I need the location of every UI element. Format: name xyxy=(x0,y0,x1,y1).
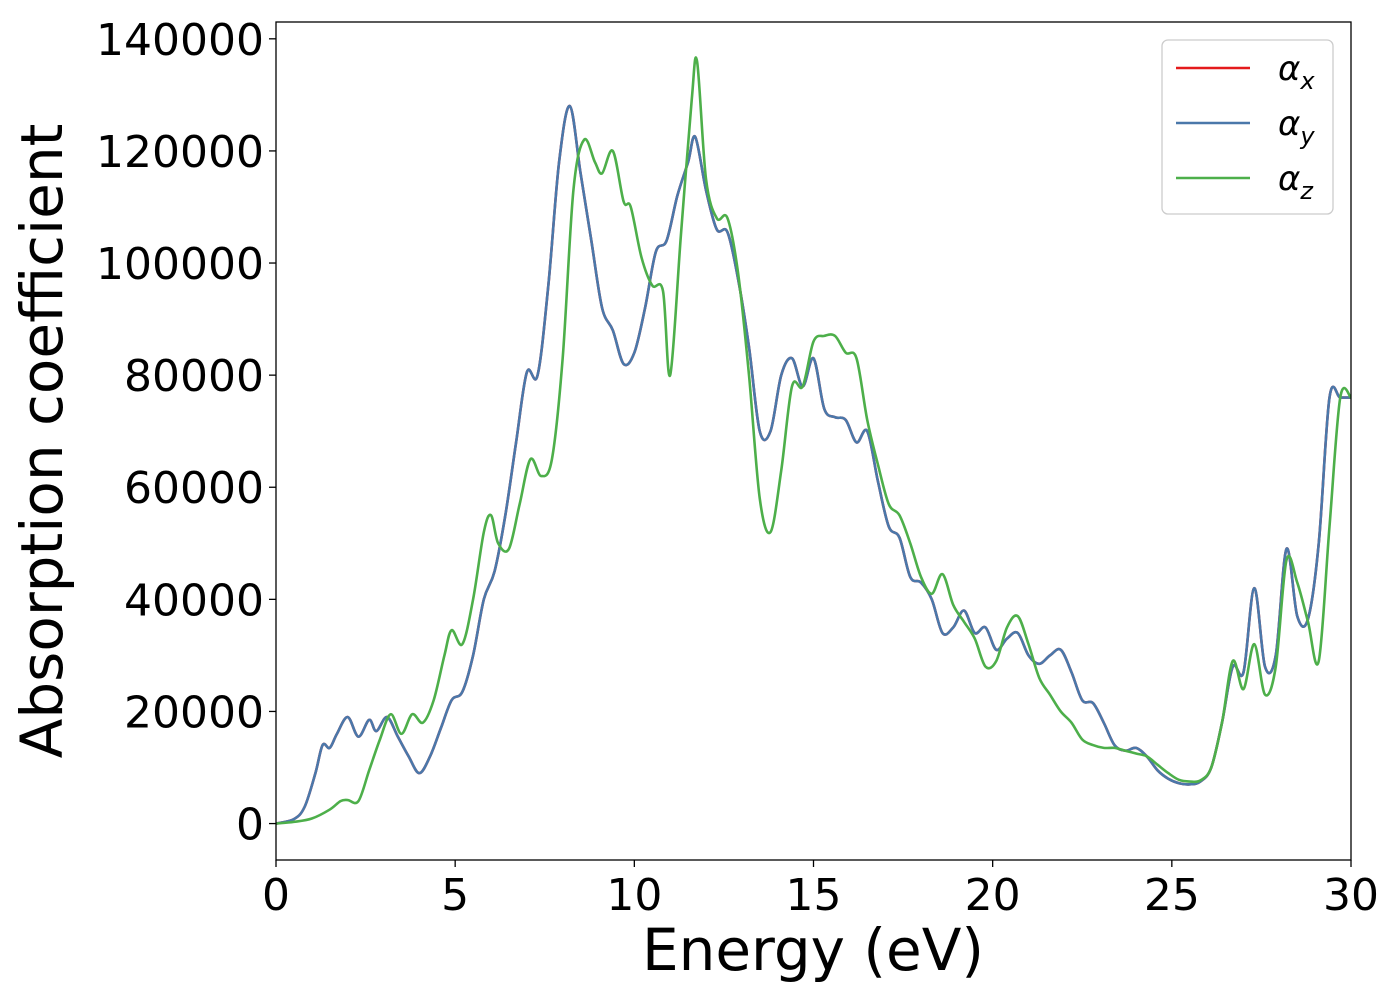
y-tick-label: 20000 xyxy=(124,687,264,738)
y-tick-label: 60000 xyxy=(124,463,264,514)
y-axis-title: Absorption coefficient xyxy=(8,124,76,759)
y-tick-label: 40000 xyxy=(124,575,264,626)
x-tick-label: 10 xyxy=(606,870,662,921)
y-tick-label: 120000 xyxy=(96,127,264,178)
legend-label-y: αy xyxy=(1278,104,1315,150)
legend-subscript: z xyxy=(1299,177,1314,205)
legend-symbol: α xyxy=(1278,49,1300,89)
legend-label-x: αx xyxy=(1278,49,1315,95)
x-tick-label: 15 xyxy=(786,870,842,921)
legend-label-z: αz xyxy=(1278,159,1314,205)
y-axis: 0 20000 40000 60000 80000 100000 120000 140000 xyxy=(96,15,276,851)
x-tick-label: 25 xyxy=(1144,870,1200,921)
legend-symbol: α xyxy=(1278,159,1300,199)
x-tick-label: 30 xyxy=(1323,870,1379,921)
x-tick-label: 20 xyxy=(965,870,1021,921)
x-tick-label: 0 xyxy=(262,870,290,921)
series-line-y xyxy=(275,104,1351,825)
y-tick-label: 100000 xyxy=(96,239,264,290)
y-tick-label: 80000 xyxy=(124,351,264,402)
x-tick-label: 5 xyxy=(441,870,469,921)
x-axis: 0 5 10 15 20 25 30 xyxy=(262,860,1379,921)
series-line-z xyxy=(275,56,1353,825)
legend-symbol: α xyxy=(1278,104,1300,144)
legend-subscript: y xyxy=(1299,122,1315,150)
x-axis-title: Energy (eV) xyxy=(642,916,984,984)
series-layer xyxy=(275,56,1353,825)
legend-box xyxy=(1161,39,1334,215)
legend-subscript: x xyxy=(1299,67,1315,95)
y-tick-label: 0 xyxy=(236,800,264,851)
y-tick-label: 140000 xyxy=(96,15,264,66)
